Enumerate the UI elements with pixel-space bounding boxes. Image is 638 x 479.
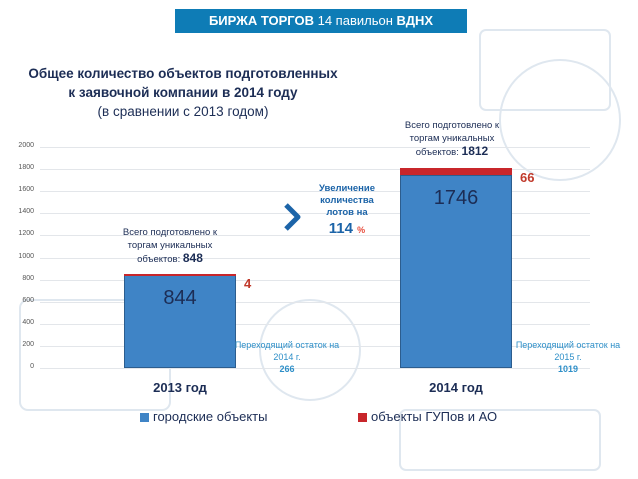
gridline [40,235,590,237]
y-tick-label: 1000 [18,252,34,260]
legend-item: городские объекты [140,409,267,424]
y-tick-label: 800 [22,274,34,282]
y-tick-label: 2000 [18,142,34,149]
bar-gup-0 [124,274,236,277]
carry-2014-note: Переходящий остаток на 2014 г. 266 [232,339,342,375]
header-bold-2: ВДНХ [396,13,434,28]
total-2014-value: 1812 [461,144,489,158]
header-rest: 14 павильон [317,13,393,28]
total-2013-label: Всего подготовлено к торгам уникальных о… [122,227,218,265]
legend-label: городские объекты [153,409,268,424]
data-label: 844 [163,286,197,309]
header-banner: БИРЖА ТОРГОВ 14 павильон ВДНХ [175,9,467,33]
bar-city-0 [124,274,236,368]
y-tick-label: 200 [22,340,34,348]
gridline [40,257,590,259]
gridline [40,301,590,303]
gridline [40,345,590,347]
gridline [40,279,590,281]
increase-label: Увеличение количества лотов на [318,183,376,218]
legend-item: объекты ГУПов и АО [358,409,497,424]
legend-swatch [140,413,149,423]
bar-city-1 [400,175,512,368]
total-2014-note: Всего подготовлено к торгам уникальных о… [392,119,512,159]
gridline [40,147,590,148]
total-2013-note: Всего подготовлено к торгам уникальных о… [110,226,230,266]
gridline [40,368,590,369]
title-line-1: Общее количество объектов подготовленных [28,66,338,81]
increase-unit: % [357,225,366,235]
data-label: 1746 [433,187,479,210]
legend-label: объекты ГУПов и АО [371,409,498,424]
y-tick-label: 600 [22,296,34,304]
carry-2015-note: Переходящий остаток на 2015 г. 1019 [513,339,623,375]
data-label: 4 [244,276,252,292]
x-category-label: 2014 год [429,380,483,395]
gridline [40,323,590,325]
y-tick-label: 1600 [18,186,34,194]
carry-2014-value: 266 [279,364,295,374]
increase-value: 114 [328,220,353,237]
carry-2014-label: Переходящий остаток на 2014 г. [234,340,340,362]
increase-note: Увеличение количества лотов на 114 % [312,183,382,236]
y-tick-label: 400 [22,318,34,326]
y-tick-label: 0 [30,363,34,370]
gridline [40,213,590,215]
chart-title: Общее количество объектов подготовленных… [18,64,348,121]
x-category-label: 2013 год [153,380,207,395]
data-label: 66 [520,169,535,185]
title-line-3: (в сравнении с 2013 годом) [97,104,269,119]
y-tick-label: 1400 [18,208,34,216]
bar-gup-1 [400,167,512,176]
y-tick-label: 1200 [18,230,34,238]
carry-2015-label: Переходящий остаток на 2015 г. [515,340,621,362]
gridline [40,191,590,193]
legend-swatch [358,413,367,423]
chevron-right-icon [284,203,301,231]
total-2014-label: Всего подготовлено к торгам уникальных о… [404,120,500,158]
gridline [40,169,590,171]
total-2013-value: 848 [182,251,203,265]
y-tick-label: 1800 [18,164,34,172]
title-line-2: к заявочной компании в 2014 году [68,85,298,100]
carry-2015-value: 1019 [557,364,579,374]
header-bold: БИРЖА ТОРГОВ [208,13,314,28]
